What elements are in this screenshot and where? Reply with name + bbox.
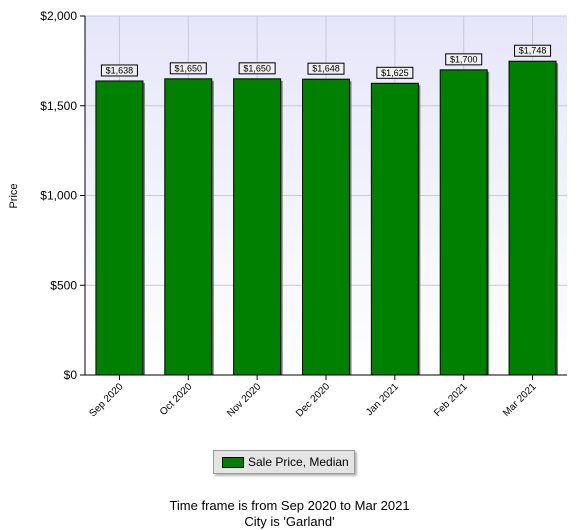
data-label: $1,700 xyxy=(450,54,478,64)
y-ticks: $0 $500 $1,000 $1,500 $2,000 xyxy=(40,9,85,382)
x-tick-label: Oct 2020 xyxy=(158,381,195,418)
y-tick-label: $2,000 xyxy=(40,9,77,23)
y-axis-label: Price xyxy=(8,183,20,208)
data-label-box xyxy=(445,53,483,66)
data-label-box xyxy=(169,62,207,75)
bar xyxy=(95,80,144,376)
x-ticks: Sep 2020 Oct 2020 Nov 2020 Dec 2020 Jan 2021… xyxy=(87,375,539,419)
data-labels: $1,638 $1,650 $1,650 $1,648 $1,625 $1,700 $1,7… xyxy=(100,44,552,79)
legend-swatch xyxy=(222,456,244,468)
data-label: $1,648 xyxy=(312,64,340,74)
data-label: $1,650 xyxy=(175,63,203,73)
data-label-box xyxy=(307,62,345,75)
data-label: $1,638 xyxy=(106,65,134,75)
bar xyxy=(302,78,350,376)
x-tick-label: Mar 2021 xyxy=(501,381,539,419)
bar xyxy=(370,82,419,376)
y-tick-label: $0 xyxy=(64,368,78,382)
y-tick-label: $1,500 xyxy=(40,99,77,113)
legend: Sale Price, Median xyxy=(213,450,355,474)
x-tick-label: Nov 2020 xyxy=(225,381,263,419)
x-tick-label: Feb 2021 xyxy=(432,381,470,419)
data-label: $1,625 xyxy=(381,68,409,78)
bar xyxy=(439,69,488,376)
y-tick-label: $1,000 xyxy=(40,189,77,203)
data-label-box xyxy=(100,64,138,77)
data-label-box xyxy=(238,62,276,75)
data-label: $1,748 xyxy=(519,46,547,56)
x-tick-label: Sep 2020 xyxy=(87,381,125,419)
data-label-box xyxy=(376,66,414,79)
x-tick-label: Jan 2021 xyxy=(364,381,401,418)
y-tick-label: $500 xyxy=(50,278,77,292)
bars xyxy=(95,60,559,376)
bar xyxy=(508,60,557,376)
footer-city: City is 'Garland' xyxy=(244,514,335,529)
bar xyxy=(233,78,282,376)
bar xyxy=(164,78,213,376)
data-label-box xyxy=(514,44,552,57)
x-tick-label: Dec 2020 xyxy=(294,381,332,419)
legend-label: Sale Price, Median xyxy=(248,455,349,469)
footer-timeframe: Time frame is from Sep 2020 to Mar 2021 xyxy=(169,498,410,513)
chart: $0 $500 $1,000 $1,500 $2,000 Sep 2020 Oct 202… xyxy=(8,9,567,419)
data-label: $1,650 xyxy=(243,63,271,73)
